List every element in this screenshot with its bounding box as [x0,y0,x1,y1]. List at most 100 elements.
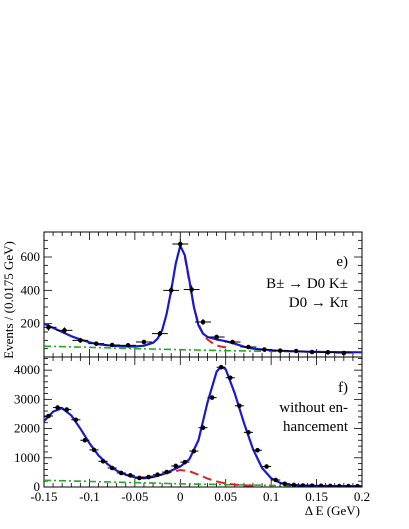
data-point [153,472,163,478]
panel-label: f) [338,380,348,396]
data-point [89,447,99,453]
x-tick-label: 0.15 [305,489,328,504]
data-point [116,470,126,476]
data-marker [109,342,115,348]
data-marker [125,343,131,348]
y-tick-label: 2000 [14,421,40,436]
data-marker [300,483,306,487]
panel-f: -0.15 -0.1 -0.05 0 0.05 0.1 0.15 0.2 0 1000 2000 30… [14,356,370,504]
y-tick-label: 400 [21,282,41,297]
data-marker [164,469,169,475]
data-marker [157,331,163,336]
data-point [80,437,90,443]
data-point [224,339,241,345]
plot-area [44,364,362,487]
data-marker [82,437,88,443]
data-point [243,430,253,435]
data-marker [55,405,60,410]
data-point [53,405,63,410]
data-point [135,339,152,345]
data-marker [237,403,242,409]
data-marker [227,375,233,381]
data-marker [62,328,67,333]
data-point [62,407,72,412]
data-marker [78,338,83,343]
x-axis-title: Δ E (GeV) [305,503,360,518]
data-point [352,483,362,487]
panel-annotation-line: B± → D0 K± [266,276,348,292]
panel-annotation-line: hancement [283,419,349,435]
y-tick-label: 200 [21,316,41,331]
data-marker [214,334,219,340]
data-point [334,483,344,487]
data-marker [189,287,194,292]
data-marker [93,341,99,346]
data-point [207,395,217,400]
data-point [143,474,154,480]
data-point [343,483,353,487]
data-point [271,477,281,483]
data-marker [191,448,197,454]
data-point [125,473,135,478]
data-marker [273,477,278,483]
data-marker [64,407,70,412]
data-marker [155,472,160,478]
data-marker [173,463,179,469]
data-point [44,324,57,331]
data-marker [100,458,106,464]
data-marker [46,413,51,419]
data-point [280,481,290,487]
data-point [289,482,299,487]
data-marker [293,348,299,354]
data-point [107,465,117,471]
data-marker [218,364,224,370]
y-axis-title: Events / (0.0175 GeV) [1,241,16,359]
data-point [151,331,168,337]
curve-signal-tail [183,256,231,349]
data-marker [182,459,188,465]
panel-annotation-line: D0 → Kπ [289,295,349,311]
data-marker [73,417,79,423]
panel-label: e) [336,254,348,270]
data-marker [262,347,267,352]
data-point [262,464,272,469]
data-point [288,348,305,354]
data-point [240,344,257,350]
data-point [183,285,200,294]
data-marker [246,430,251,435]
data-marker [277,348,283,353]
data-point [316,483,326,487]
x-tick-label: 0 [177,489,184,504]
data-marker [118,470,124,476]
data-point [216,364,226,370]
x-tick-label: 0.2 [354,489,370,504]
data-marker [355,483,360,487]
data-marker [91,447,97,453]
data-marker [336,483,342,487]
data-marker [346,483,351,487]
data-point [256,347,273,352]
data-marker [200,425,206,430]
y-tick-label: 1000 [14,450,40,465]
plot-area [44,239,362,356]
data-point [44,413,54,419]
x-tick-label: -0.1 [79,489,100,504]
x-tick-label: -0.05 [121,489,148,504]
data-point [195,319,211,325]
data-marker [309,483,315,487]
data-point [172,239,189,249]
data-point [252,447,263,453]
data-point [234,403,244,409]
y-tick-label: 3000 [14,391,40,406]
data-marker [327,483,333,487]
y-tick-label: 600 [21,249,41,264]
data-marker [291,482,297,487]
data-marker [141,339,147,345]
data-point [163,286,180,295]
data-marker [200,319,206,325]
data-point [162,469,172,475]
data-marker [318,483,324,487]
data-point [225,375,235,381]
data-point [134,475,144,481]
